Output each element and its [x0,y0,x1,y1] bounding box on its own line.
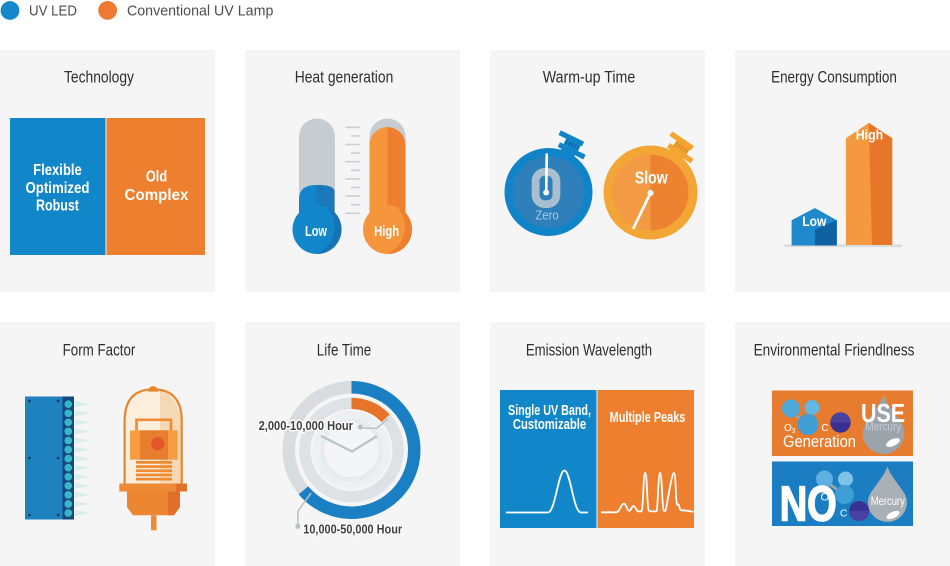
svg-text:Single UV Band,: Single UV Band, [508,401,591,418]
svg-text:Slow: Slow [635,169,669,188]
svg-text:Heat generation: Heat generation [295,68,394,87]
svg-text:Conventional UV Lamp: Conventional UV Lamp [127,3,273,19]
svg-text:Optimized: Optimized [25,180,89,197]
svg-text:Form Factor: Form Factor [63,341,136,360]
svg-text:Mercury: Mercury [871,495,905,508]
svg-text:High: High [374,222,399,239]
svg-text:Robust: Robust [36,197,79,215]
svg-text:NO: NO [780,477,837,532]
svg-text:O: O [784,423,792,434]
svg-text:Energy Consumption: Energy Consumption [771,68,897,87]
svg-text:UV LED: UV LED [29,2,77,19]
svg-text:3: 3 [792,428,796,435]
svg-text:Emission Wavelength: Emission Wavelength [526,341,652,360]
svg-text:Zero: Zero [535,208,559,223]
svg-text:C: C [822,423,829,434]
svg-text:Old: Old [146,168,167,186]
svg-text:C: C [840,509,847,520]
svg-text:O: O [821,492,830,504]
svg-text:3: 3 [829,496,834,505]
svg-text:Warm-up Time: Warm-up Time [543,68,636,86]
svg-text:Complex: Complex [125,187,189,204]
svg-text:2,000-10,000 Hour: 2,000-10,000 Hour [259,418,354,433]
svg-text:Environmental Friendlness: Environmental Friendlness [754,341,915,360]
svg-text:Flexible: Flexible [33,162,82,180]
svg-text:Mercury: Mercury [865,421,901,434]
svg-text:USE: USE [861,399,905,428]
svg-text:Low: Low [802,213,827,229]
svg-text:Customizable: Customizable [513,415,586,432]
svg-text:Life Time: Life Time [317,341,371,360]
svg-text:Multiple Peaks: Multiple Peaks [610,408,686,425]
svg-text:Low: Low [305,222,328,239]
svg-text:Generation: Generation [783,433,856,451]
svg-text:Technology: Technology [64,68,134,87]
svg-text:High: High [856,127,883,143]
svg-text:10,000-50,000 Hour: 10,000-50,000 Hour [303,523,402,537]
